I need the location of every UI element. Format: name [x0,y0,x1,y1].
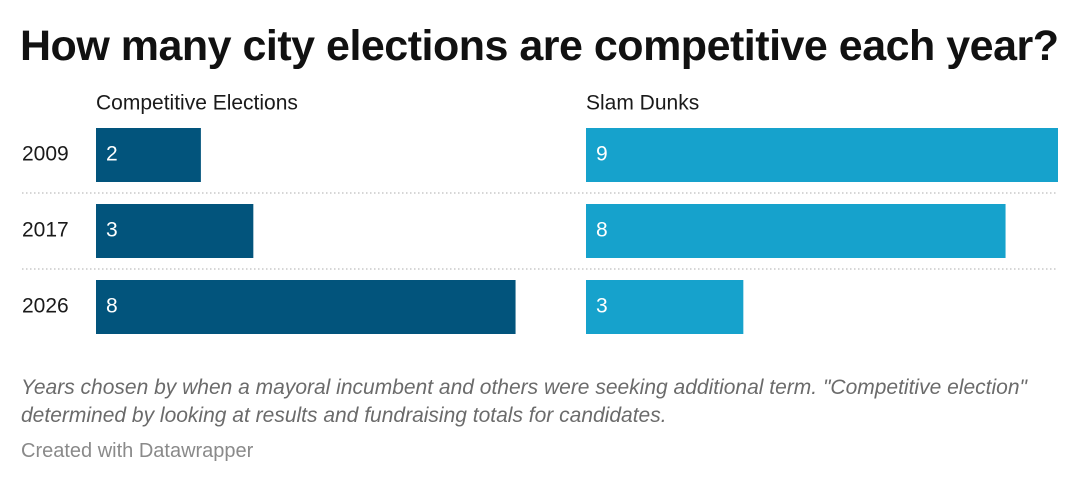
data-label: 9 [596,143,608,166]
row-label: 2026 [22,295,69,318]
data-label: 3 [106,219,118,242]
chart-notes: Years chosen by when a mayoral incumbent… [21,376,1027,427]
bar [586,204,1006,258]
bar [96,204,254,258]
series-label: Competitive Elections [96,92,298,115]
bar [96,128,201,182]
row-label: 2017 [22,219,69,242]
row-label: 2009 [22,143,69,166]
data-label: 3 [596,295,608,318]
data-label: 8 [596,219,608,242]
bar [586,128,1058,182]
bar [586,280,744,334]
chart-credit[interactable]: Created with Datawrapper [21,440,254,462]
bar-chart: Competitive Elections Slam Dunks 2009 2 9 201… [22,92,1058,334]
bar [96,280,516,334]
data-label: 8 [106,295,118,318]
series-label: Slam Dunks [586,92,699,115]
data-label: 2 [106,143,118,166]
chart-title: How many city elections are competitive … [20,22,1059,70]
